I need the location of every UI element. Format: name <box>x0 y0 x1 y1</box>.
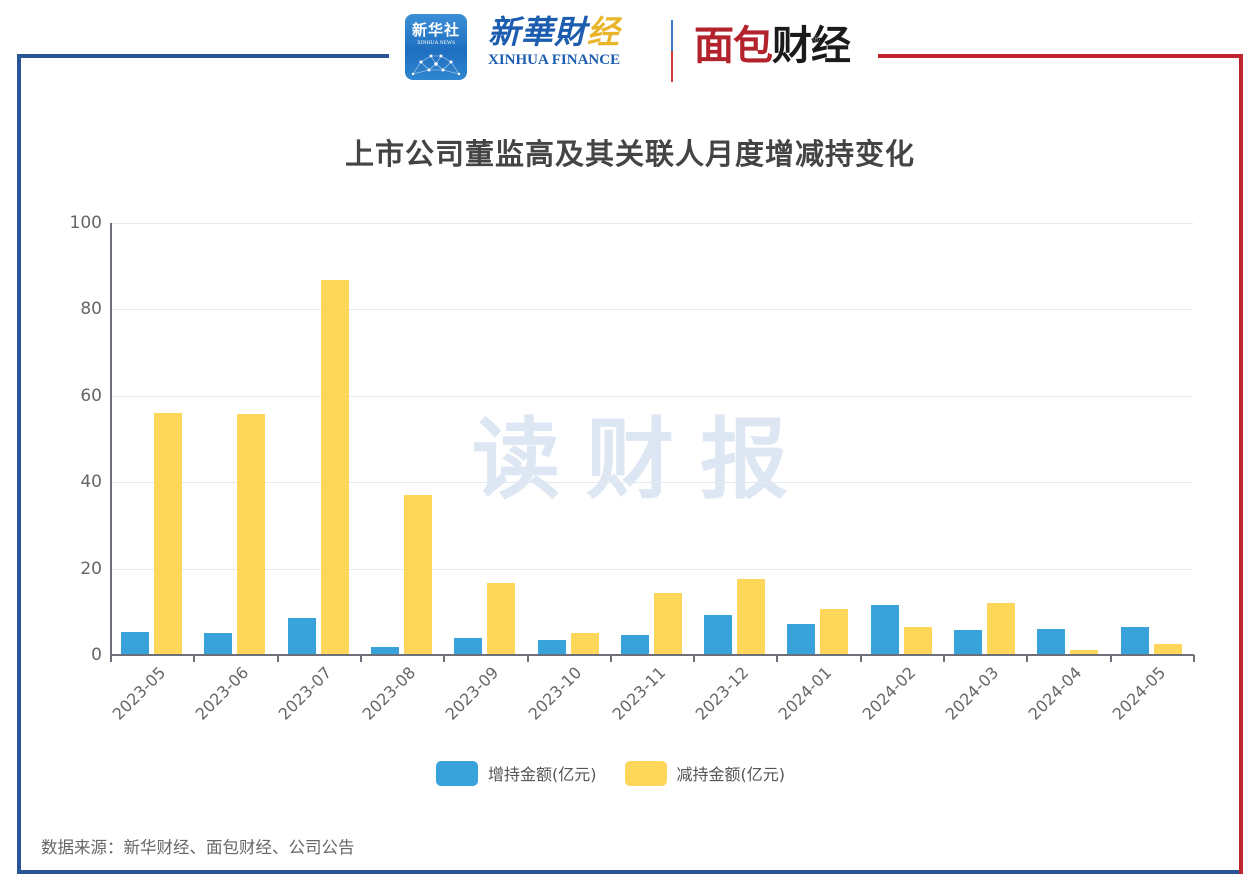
chart-title: 上市公司董监高及其关联人月度增减持变化 <box>344 137 915 171</box>
x-axis-tick <box>776 655 779 662</box>
x-axis-tick-label: 2023-07 <box>275 663 336 724</box>
mianbao-logo-black: 财经 <box>772 23 851 69</box>
data-source-note: 数据来源：新华财经、面包财经、公司公告 <box>41 838 355 857</box>
x-axis-tick <box>276 655 279 662</box>
frame-top-left-border <box>17 54 389 58</box>
bar-decrease[interactable] <box>237 413 266 654</box>
registered-mark-icon: ® <box>812 35 821 45</box>
x-axis-tick <box>859 655 862 662</box>
legend-item-decrease[interactable]: 减持金额(亿元) <box>624 760 786 786</box>
bar-increase[interactable] <box>287 618 316 654</box>
x-axis-tick-label: 2023-10 <box>524 663 586 724</box>
bar-decrease[interactable] <box>820 609 849 654</box>
xinhua-finance-logo-accent: 经 <box>587 13 621 51</box>
gridline <box>110 223 1193 224</box>
network-icon <box>411 54 461 76</box>
x-axis-tick <box>526 655 529 662</box>
bar-decrease[interactable] <box>1153 643 1182 654</box>
x-axis-tick <box>693 655 696 662</box>
bar-chart-plot-area: 0 20 40 60 80 100 2023-05 2023-06 2023-07 2023-08… <box>70 213 1195 724</box>
bar-increase[interactable] <box>787 623 816 654</box>
bar-decrease[interactable] <box>570 632 599 654</box>
bar-decrease[interactable] <box>737 579 766 654</box>
bar-decrease[interactable] <box>487 582 516 654</box>
legend-label: 减持金额(亿元) <box>676 765 786 784</box>
bar-increase[interactable] <box>454 638 483 654</box>
y-axis-line <box>110 223 112 657</box>
gridline <box>110 309 1193 311</box>
bar-increase[interactable] <box>537 639 566 654</box>
x-axis-tick <box>110 655 112 662</box>
x-axis-tick <box>1109 655 1112 662</box>
logo-divider <box>671 20 673 82</box>
x-axis-tick-label: 2024-03 <box>941 663 1003 724</box>
y-axis-tick-label: 80 <box>80 299 102 320</box>
bar-increase[interactable] <box>620 634 649 654</box>
bar-increase[interactable] <box>370 646 399 654</box>
y-axis-tick-label: 40 <box>80 472 102 493</box>
frame-top-right-border <box>876 54 1243 58</box>
x-axis-tick-label: 2023-09 <box>441 663 503 724</box>
xinhua-finance-logo: 新華財经 XINHUA FINANCE <box>488 12 646 68</box>
header-logos <box>398 8 878 88</box>
frame-right-border <box>1239 54 1243 874</box>
xinhua-news-logo-cn: 新华社 <box>411 21 460 39</box>
bar-increase[interactable] <box>121 631 149 654</box>
x-axis-line <box>110 654 1194 656</box>
bar-decrease[interactable] <box>320 280 349 654</box>
mianbao-finance-logo: 面包财经 ® <box>694 22 851 70</box>
x-axis-tick-label: 2024-02 <box>858 663 919 724</box>
x-axis-tick <box>359 655 362 662</box>
x-axis-tick-label: 2023-06 <box>191 663 253 724</box>
x-axis-tick <box>1193 655 1195 662</box>
xinhua-news-logo: 新华社 XINHUA NEWS <box>405 14 467 80</box>
x-axis-tick-label: 2023-05 <box>108 663 170 724</box>
x-axis-tick-label: 2024-04 <box>1024 663 1086 724</box>
bar-increase[interactable] <box>704 615 733 654</box>
bar-decrease[interactable] <box>903 627 932 654</box>
bar-decrease[interactable] <box>1070 650 1099 654</box>
y-axis-tick-label: 60 <box>80 385 102 406</box>
y-axis-tick-label: 20 <box>80 558 102 579</box>
bar-increase[interactable] <box>870 604 899 654</box>
frame-bottom-border <box>17 870 1241 874</box>
frame-left-border <box>17 54 21 874</box>
x-axis-tick-label: 2024-05 <box>1108 663 1169 724</box>
x-axis-tick <box>943 655 946 662</box>
watermark: 读财报 <box>472 408 815 511</box>
x-axis-tick-label: 2023-11 <box>608 663 669 724</box>
gridline <box>110 482 1193 484</box>
legend-label: 增持金额(亿元) <box>488 765 597 784</box>
y-axis-tick-label: 100 <box>69 213 102 233</box>
bar-increase[interactable] <box>1120 626 1149 654</box>
legend-swatch-icon <box>436 760 478 786</box>
xinhua-news-logo-en: XINHUA NEWS <box>416 40 456 46</box>
xinhua-finance-logo-en: XINHUA FINANCE <box>488 52 621 68</box>
gridline <box>110 395 1193 397</box>
bar-decrease[interactable] <box>154 413 182 654</box>
bar-decrease[interactable] <box>653 592 682 654</box>
x-axis-tick-label: 2024-01 <box>774 663 836 724</box>
gridline <box>110 568 1193 570</box>
bar-increase[interactable] <box>1037 628 1066 654</box>
x-axis-tick <box>1026 655 1029 662</box>
chart-legend: 增持金额(亿元) 减持金额(亿元) <box>436 760 813 786</box>
y-axis-tick-label: 0 <box>91 645 102 665</box>
bar-decrease[interactable] <box>403 495 432 654</box>
xinhua-finance-logo-cn: 新華財 <box>488 13 588 51</box>
bar-increase[interactable] <box>954 630 983 654</box>
bar-increase[interactable] <box>204 632 233 654</box>
x-axis-tick-label: 2023-12 <box>691 663 753 724</box>
mianbao-logo-red: 面包 <box>694 23 773 69</box>
x-axis-tick <box>193 655 196 662</box>
legend-item-increase[interactable]: 增持金额(亿元) <box>436 760 597 786</box>
x-axis-tick-label: 2023-08 <box>358 663 420 724</box>
legend-swatch-icon <box>624 760 667 786</box>
x-axis-tick <box>443 655 446 662</box>
x-axis-tick <box>609 655 612 662</box>
bar-decrease[interactable] <box>987 603 1016 654</box>
